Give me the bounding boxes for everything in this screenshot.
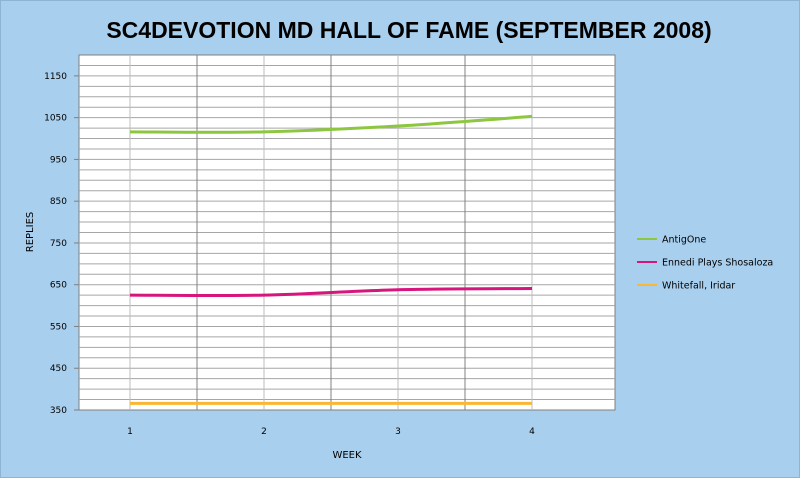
y-tick-label: 450 bbox=[50, 364, 67, 374]
x-tick-label: 4 bbox=[529, 427, 535, 437]
legend: AntigOne Ennedi Plays Shosaloza Whitefall,… bbox=[637, 235, 773, 292]
y-tick-label: 750 bbox=[50, 239, 67, 249]
legend-entry: Ennedi Plays Shosaloza bbox=[662, 258, 773, 269]
y-tick-label: 1150 bbox=[44, 72, 67, 82]
legend-entry: AntigOne bbox=[662, 235, 706, 246]
y-axis-title: REPLIES bbox=[25, 212, 36, 252]
series-line bbox=[129, 286, 533, 298]
y-tick-label: 1050 bbox=[44, 114, 67, 124]
y-axis-ticks: 350 450 550 650 750 850 950 1050 1150 bbox=[44, 72, 79, 416]
x-axis-title: WEEK bbox=[332, 450, 362, 461]
x-axis-ticks: 1 2 3 4 bbox=[127, 427, 535, 437]
chart-title: SC4DEVOTION MD HALL OF FAME (SEPTEMBER 2… bbox=[106, 17, 711, 43]
y-tick-label: 950 bbox=[50, 155, 67, 165]
x-tick-label: 1 bbox=[127, 427, 133, 437]
y-tick-label: 350 bbox=[50, 406, 67, 416]
series-lines bbox=[129, 114, 533, 405]
x-tick-label: 2 bbox=[261, 427, 267, 437]
x-tick-label: 3 bbox=[395, 427, 401, 437]
y-tick-label: 550 bbox=[50, 322, 67, 332]
y-tick-label: 850 bbox=[50, 197, 67, 207]
series-line bbox=[129, 114, 533, 134]
legend-entry: Whitefall, Iridar bbox=[662, 281, 735, 292]
y-tick-label: 650 bbox=[50, 281, 67, 291]
gridlines bbox=[79, 55, 615, 410]
